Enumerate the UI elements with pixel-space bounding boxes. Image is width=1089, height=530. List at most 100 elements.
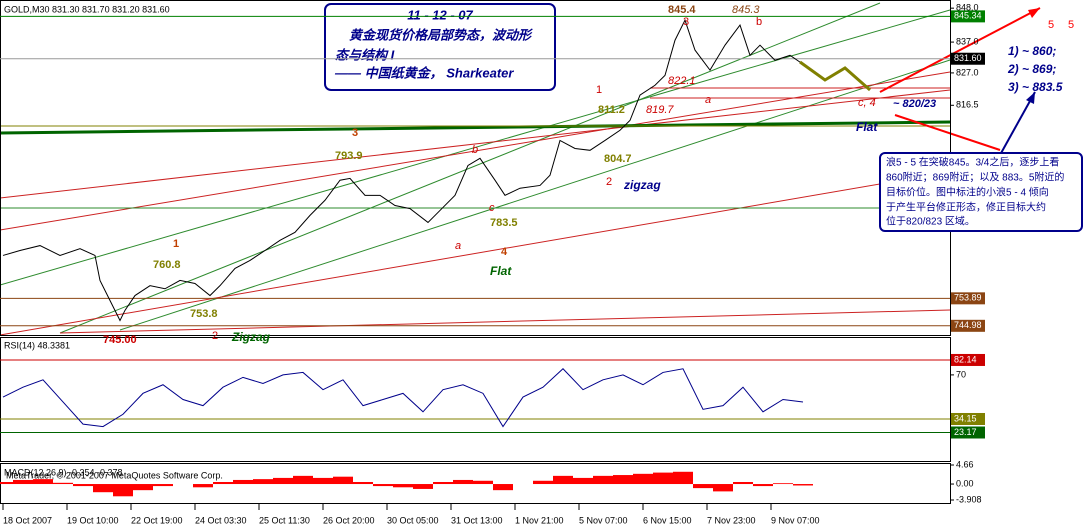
macd-bar (333, 476, 353, 485)
y-tick-label: 4.66 (956, 459, 974, 469)
level-label: 23.17 (954, 427, 977, 437)
annotation: b (756, 16, 762, 28)
macd-bar (293, 475, 313, 485)
macd-bar (133, 484, 153, 491)
note-line: 位于820/823 区域。 (886, 215, 975, 228)
panel-title: MACD(12,26,9) -0.354 -0.378 (4, 467, 123, 477)
channel-line (59, 309, 951, 334)
x-tick-label: 31 Oct 13:00 (451, 515, 503, 525)
level-tag (951, 292, 985, 305)
annotation: 753.8 (190, 308, 218, 320)
macd-bar (453, 479, 473, 485)
macd-bar (273, 477, 293, 485)
annotation: 3 (683, 16, 689, 28)
arrow (879, 7, 1041, 93)
annotation: a (705, 94, 711, 106)
annotation: 804.7 (604, 153, 632, 165)
annotation: a (455, 240, 461, 252)
x-tick-label: 1 Nov 21:00 (515, 515, 564, 525)
price-line (2, 18, 801, 322)
x-tick-label: 25 Oct 11:30 (259, 515, 310, 525)
annotation: c, 4 (858, 97, 876, 109)
annotation: 4 (501, 246, 508, 258)
annotation: ~ 820/23 (893, 98, 936, 110)
macd-bar (393, 484, 413, 488)
x-tick-label: 22 Oct 19:00 (131, 515, 183, 525)
annotation: 822.1 (668, 75, 696, 87)
annotation: c (489, 202, 495, 214)
macd-bar (53, 482, 73, 485)
annotation: Flat (490, 264, 512, 278)
arrow (894, 114, 1001, 151)
x-tick-label: 26 Oct 20:00 (323, 515, 375, 525)
channel-line (0, 89, 951, 199)
macd-bar (533, 480, 553, 485)
macd-bar (213, 481, 233, 485)
level-label: 845.34 (954, 11, 982, 21)
macd-bar (0, 481, 13, 485)
panel-frame (0, 337, 951, 462)
macd-bar (153, 484, 173, 487)
annotation: 5 (1048, 19, 1054, 31)
title-line: 黄金现货价格局部势态，波动形 (349, 27, 533, 42)
arrow-head (1026, 92, 1035, 104)
level-label: 831.60 (954, 53, 982, 63)
panel-title: RSI(14) 48.3381 (4, 340, 70, 350)
annotation: 2 (606, 176, 612, 188)
macd-bar (13, 479, 33, 485)
y-tick-label: 837.0 (956, 36, 979, 46)
x-tick-label: 19 Oct 10:00 (67, 515, 119, 525)
trend-lines (0, 2, 1041, 336)
title-line: —— 中国纸黄金， Sharkeater (334, 65, 514, 80)
macd-bar (413, 484, 433, 489)
annotation: 760.8 (153, 259, 181, 271)
annotation: 1 (596, 84, 602, 96)
macd-bar (353, 481, 373, 485)
channel-line (0, 171, 951, 336)
level-tag (951, 412, 985, 425)
annotation: Zigzag (231, 330, 271, 344)
annotation: 1 (173, 238, 179, 250)
x-tick-label: 18 Oct 2007 (3, 515, 52, 525)
annotation: 5 (1068, 19, 1074, 31)
macd-bar (653, 472, 673, 485)
target: 1) ~ 860; (1008, 44, 1056, 58)
target: 3) ~ 883.5 (1008, 80, 1063, 94)
macd-bar (793, 484, 813, 486)
y-tick-label: 848.0 (956, 3, 979, 13)
level-tag (951, 52, 985, 65)
projection (799, 60, 871, 92)
macd-bar (113, 484, 133, 497)
note-line: 浪5 - 5 在突破845。3/4之后，逐步上看 (886, 156, 1059, 169)
annotation: 3 (352, 127, 358, 139)
macd-bar (313, 477, 333, 485)
macd-bar (33, 479, 53, 485)
macd-bar (573, 477, 593, 485)
x-tick-label: 30 Oct 05:00 (387, 515, 439, 525)
annotation: 745.00 (103, 334, 137, 346)
macd-bar (473, 480, 493, 485)
macd-bar (73, 484, 93, 487)
y-tick-label: 0.00 (956, 478, 974, 488)
flat-line (0, 120, 951, 135)
x-tick-label: 5 Nov 07:00 (579, 515, 628, 525)
note-box (879, 152, 1083, 232)
note-line: 于产生平台修正形态，修正目标大约 (886, 201, 1046, 214)
level-label: 82.14 (954, 354, 977, 364)
price-line (2, 368, 804, 428)
note-line: 860附近；869附近；以及 883。5附近的 (886, 171, 1064, 184)
x-tick-label: 9 Nov 07:00 (771, 515, 820, 525)
y-tick-label: -3.908 (956, 494, 982, 504)
panel-title: GOLD,M30 831.30 831.70 831.20 831.60 (4, 4, 170, 14)
title-line: 态与结构 I (335, 47, 395, 62)
channel-line (119, 59, 951, 331)
annotation: b (472, 144, 478, 156)
level-label: 34.15 (954, 413, 977, 423)
arrow-head (1028, 8, 1040, 18)
channel-line (0, 9, 951, 286)
macd-bar (673, 471, 693, 485)
level-tag (951, 319, 985, 332)
macd-bar (613, 475, 633, 485)
macd-bar (753, 484, 773, 487)
x-tick-label: 6 Nov 15:00 (643, 515, 692, 525)
